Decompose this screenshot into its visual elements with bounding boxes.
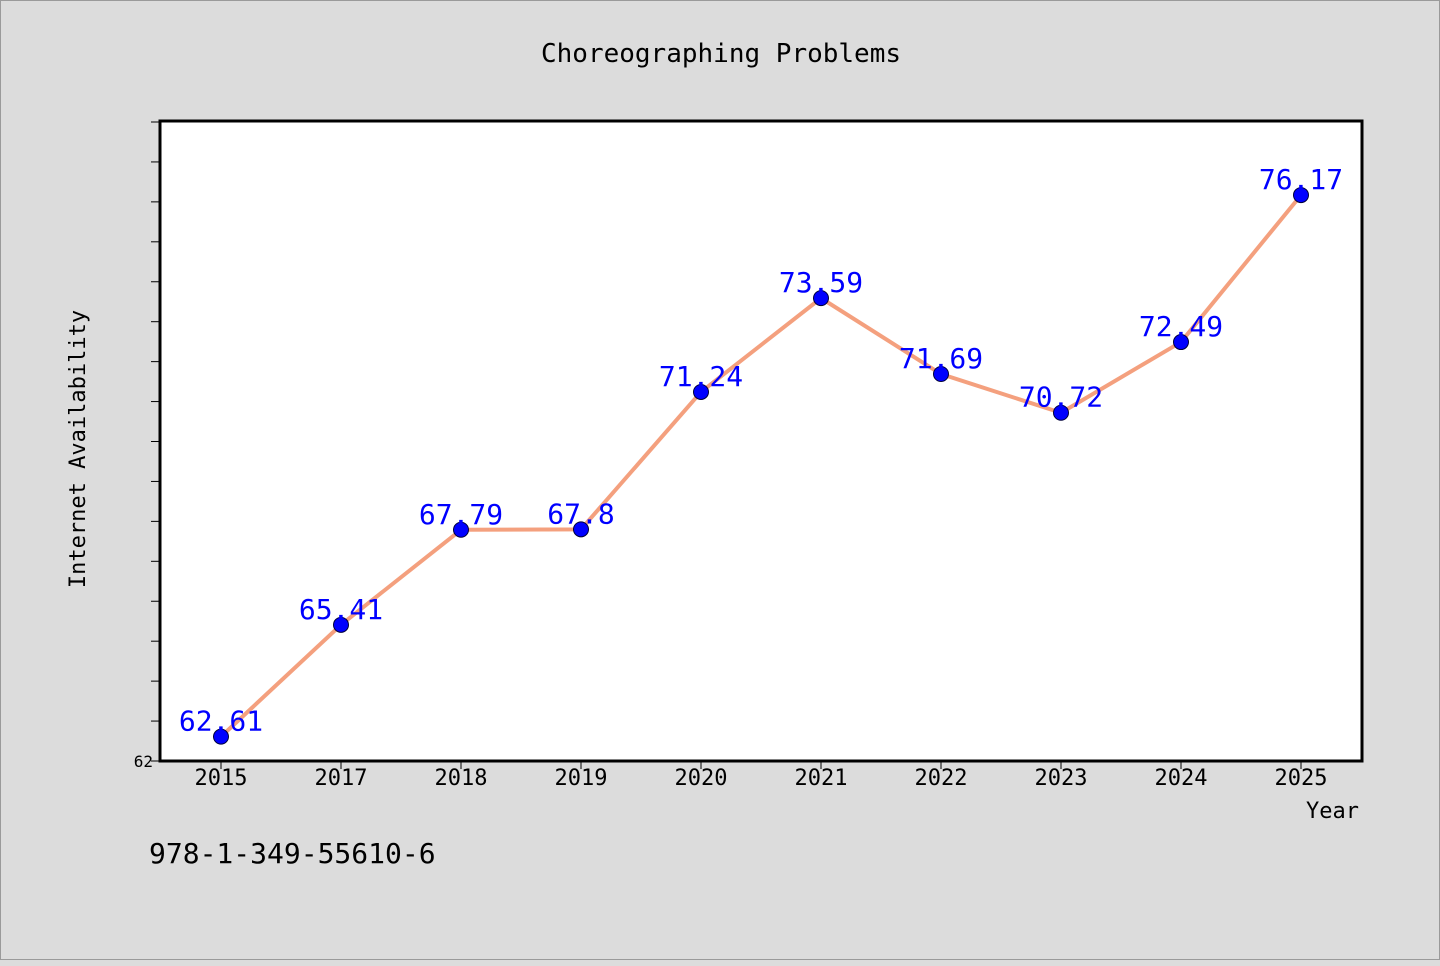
y-tick-label-62: 62 bbox=[134, 752, 153, 771]
data-point-2015 bbox=[213, 728, 229, 745]
y-axis-ticks bbox=[151, 121, 159, 762]
data-point-2022 bbox=[933, 366, 949, 383]
data-point-2025 bbox=[1293, 187, 1309, 204]
x-tick-label-2025: 2025 bbox=[1275, 766, 1328, 791]
x-tick-label-2018: 2018 bbox=[435, 766, 488, 791]
chart-title: Choreographing Problems bbox=[541, 39, 901, 69]
data-point-2020 bbox=[693, 383, 709, 400]
data-label-2015: 62.61 bbox=[179, 705, 263, 738]
x-tick-label-2022: 2022 bbox=[915, 766, 968, 791]
x-tick-label-2019: 2019 bbox=[555, 766, 608, 791]
x-axis-label: Year bbox=[1306, 799, 1359, 824]
data-label-2021: 73.59 bbox=[779, 266, 863, 299]
data-point-2018 bbox=[453, 521, 469, 538]
x-axis-ticks: 2015 2017 2018 2019 2020 2021 2022 2023 2024 2025 bbox=[195, 762, 1328, 791]
isbn-text: 978-1-349-55610-6 bbox=[149, 837, 436, 870]
data-label-2023: 70.72 bbox=[1019, 381, 1103, 414]
data-label-2020: 71.24 bbox=[659, 360, 743, 393]
x-tick-label-2017: 2017 bbox=[315, 766, 368, 791]
x-tick-label-2024: 2024 bbox=[1155, 766, 1208, 791]
x-tick-label-2020: 2020 bbox=[675, 766, 728, 791]
data-point-2021 bbox=[813, 290, 829, 307]
data-point-2024 bbox=[1173, 334, 1189, 351]
x-tick-label-2021: 2021 bbox=[795, 766, 848, 791]
data-point-2019 bbox=[573, 521, 589, 538]
data-label-2018: 67.79 bbox=[419, 498, 503, 531]
data-label-2022: 71.69 bbox=[899, 342, 983, 375]
data-label-2017: 65.41 bbox=[299, 593, 383, 626]
data-point-2017 bbox=[333, 616, 349, 633]
x-tick-label-2023: 2023 bbox=[1035, 766, 1088, 791]
data-label-2024: 72.49 bbox=[1139, 310, 1223, 343]
x-tick-label-2015: 2015 bbox=[195, 766, 248, 791]
data-label-2025: 76.17 bbox=[1259, 163, 1343, 196]
series-group: 62.61 65.41 67.79 67.8 71.24 73.59 71.69 70.72 7… bbox=[179, 163, 1343, 745]
y-axis-label: Internet Availability bbox=[66, 310, 91, 588]
data-label-2019: 67.8 bbox=[547, 497, 614, 530]
data-point-2023 bbox=[1053, 404, 1069, 421]
plot-area bbox=[158, 119, 1364, 763]
series-line bbox=[219, 193, 1303, 739]
